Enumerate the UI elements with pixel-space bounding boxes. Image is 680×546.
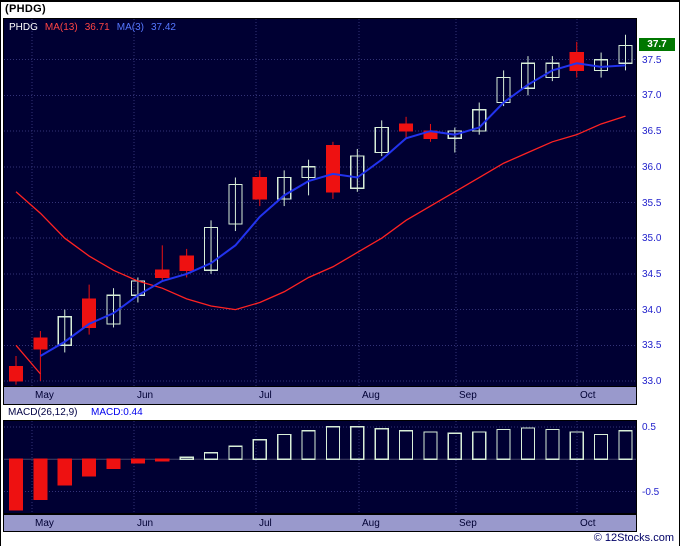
month-label: Jun — [137, 390, 154, 401]
price-month-axis: May Jun Jul Aug Sep Oct — [3, 387, 637, 405]
price-axis-tick: 35.0 — [642, 233, 662, 245]
price-axis-tick: 35.5 — [642, 197, 662, 209]
macd-axis-tick: -0.5 — [642, 486, 660, 498]
month-label: Sep — [459, 390, 477, 401]
price-axis-tick: 33.5 — [642, 340, 662, 352]
legend-ma3-value: 37.42 — [150, 22, 176, 33]
macd-chart-svg — [4, 421, 636, 513]
legend-ma13-label: MA(13) — [44, 22, 78, 33]
month-label: Jun — [137, 518, 154, 529]
month-label: Jul — [259, 518, 272, 529]
price-axis-tick: 37.5 — [642, 54, 662, 66]
month-label: Jul — [259, 390, 272, 401]
month-label: Aug — [362, 390, 380, 401]
month-label: May — [35, 390, 54, 401]
price-chart: PHDG MA(13) 36.71 MA(3) 37.42 — [3, 18, 637, 387]
macd-value: MACD:0.44 — [91, 407, 143, 418]
month-label: Sep — [459, 518, 477, 529]
last-price-badge: 37.7 — [639, 38, 675, 51]
price-axis-tick: 34.0 — [642, 304, 662, 316]
macd-header: MACD(26,12,9) MACD:0.44 — [3, 405, 637, 420]
legend-ma13-value: 36.71 — [84, 22, 110, 33]
legend-symbol: PHDG — [9, 22, 38, 33]
month-label: Aug — [362, 518, 380, 529]
price-axis-tick: 36.5 — [642, 126, 662, 138]
copyright: © 12Stocks.com — [593, 532, 674, 544]
page-title: (PHDG) — [5, 3, 46, 15]
macd-label: MACD(26,12,9) — [8, 407, 78, 418]
price-chart-legend: PHDG MA(13) 36.71 MA(3) 37.42 — [9, 22, 183, 33]
legend-ma3-label: MA(3) — [116, 22, 144, 33]
month-label: Oct — [580, 518, 596, 529]
price-axis-tick: 37.0 — [642, 90, 662, 102]
macd-month-axis: May Jun Jul Aug Sep Oct — [3, 514, 637, 532]
price-axis-tick: 34.5 — [642, 268, 662, 280]
price-axis-tick: 36.0 — [642, 161, 662, 173]
month-label: May — [35, 518, 54, 529]
macd-axis-tick: 0.5 — [642, 421, 656, 433]
month-label: Oct — [580, 390, 596, 401]
price-chart-svg — [4, 19, 636, 386]
price-axis-tick: 33.0 — [642, 376, 662, 387]
macd-chart — [3, 420, 637, 514]
